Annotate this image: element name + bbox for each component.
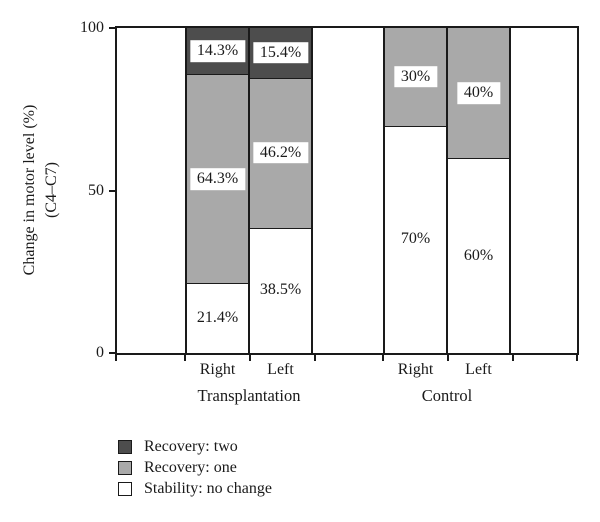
x-category-label: Left <box>465 361 492 378</box>
y-tick <box>109 189 116 192</box>
segment-value-label: 70% <box>400 230 431 248</box>
x-tick <box>576 355 578 361</box>
segment-value-label: 46.2% <box>252 142 309 164</box>
legend-item: Recovery: two <box>118 436 272 457</box>
x-group-label: Transplantation <box>197 386 301 405</box>
legend-item: Stability: no change <box>118 478 272 499</box>
x-group-label: Control <box>421 386 473 405</box>
x-tick <box>115 355 117 361</box>
bar-control-left: 60% 40% <box>446 28 511 353</box>
y-tick-label: 50 <box>88 181 104 199</box>
y-tick-label: 100 <box>80 19 104 36</box>
x-category-label: Right <box>397 361 434 378</box>
y-axis-title-line1: Change in motor level (%) <box>21 104 38 276</box>
legend-swatch-icon <box>118 460 132 475</box>
y-tick <box>109 352 116 354</box>
x-tick <box>512 355 514 361</box>
x-category-label: Right <box>199 361 236 378</box>
segment-value-label: 64.3% <box>189 168 246 190</box>
segment-stability <box>448 158 509 353</box>
legend-swatch-icon <box>118 481 132 496</box>
bar-control-right: 70% 30% <box>383 28 448 353</box>
segment-value-label: 21.4% <box>196 309 239 327</box>
legend-swatch-icon <box>118 439 132 454</box>
segment-value-label: 60% <box>463 246 494 264</box>
segment-value-label: 30% <box>393 65 438 88</box>
x-tick <box>184 355 186 361</box>
segment-value-label: 15.4% <box>252 41 309 64</box>
legend-item: Recovery: one <box>118 457 272 478</box>
x-category-label: Left <box>267 361 294 378</box>
segment-stability <box>187 283 248 353</box>
x-tick <box>249 355 251 361</box>
bar-transplantation-left: 38.5% 46.2% 15.4% <box>248 27 313 353</box>
y-tick <box>109 27 116 29</box>
legend: Recovery: two Recovery: one Stability: no … <box>118 436 272 499</box>
legend-item-label: Stability: no change <box>144 479 272 497</box>
x-tick <box>382 355 384 361</box>
legend-item-label: Recovery: two <box>144 437 238 455</box>
legend-item-label: Recovery: one <box>144 458 237 476</box>
y-tick-label: 0 <box>96 344 104 361</box>
bar-transplantation-right: 21.4% 64.3% 14.3% <box>185 28 250 353</box>
segment-stability <box>385 125 446 353</box>
x-tick <box>447 355 449 361</box>
segment-stability <box>250 227 311 353</box>
x-tick <box>314 355 316 361</box>
segment-value-label: 14.3% <box>189 40 246 63</box>
segment-value-label: 40% <box>456 82 501 104</box>
segment-value-label: 38.5% <box>259 281 302 299</box>
